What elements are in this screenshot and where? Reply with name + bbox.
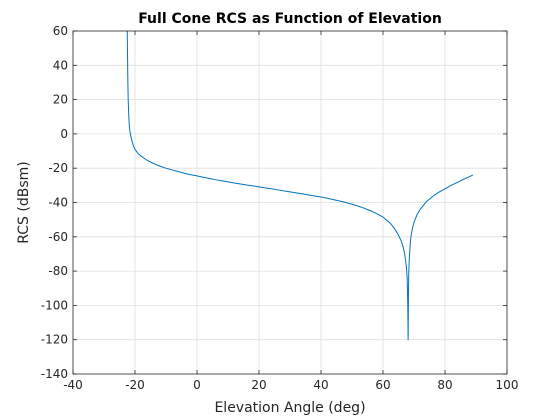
x-axis-label: Elevation Angle (deg) [214, 400, 365, 416]
y-tick-label: -120 [41, 333, 68, 347]
x-tick-label: -20 [125, 378, 145, 392]
data-layer [126, 30, 474, 341]
y-tick-label: -80 [48, 264, 68, 278]
tick-layer [72, 30, 508, 375]
y-tick-label: -60 [48, 230, 68, 244]
y-tick-label: -100 [41, 298, 68, 312]
rcs-series-line [126, 30, 474, 341]
y-tick-label: 20 [53, 93, 68, 107]
y-tick-label: -40 [48, 196, 68, 210]
chart-title: Full Cone RCS as Function of Elevation [138, 11, 442, 27]
x-tick-label: 80 [437, 378, 452, 392]
x-tick-label: 100 [496, 378, 519, 392]
grid-layer [73, 31, 507, 374]
y-tick-label: 40 [53, 58, 68, 72]
y-tick-label: 60 [53, 24, 68, 38]
y-tick-label: -20 [48, 161, 68, 175]
y-tick-label: 0 [60, 127, 68, 141]
x-tick-label: 60 [375, 378, 390, 392]
x-tick-label: 40 [313, 378, 328, 392]
y-axis-label: RCS (dBsm) [16, 161, 32, 244]
x-tick-label: 20 [251, 378, 266, 392]
x-tick-label: 0 [193, 378, 201, 392]
x-tick-label: -40 [63, 378, 83, 392]
y-tick-label: -140 [41, 367, 68, 381]
tick-label-layer: -40 -20 0 20 40 60 80 100 60 40 20 0 -20 -40 -60 -80 -10… [41, 24, 519, 392]
